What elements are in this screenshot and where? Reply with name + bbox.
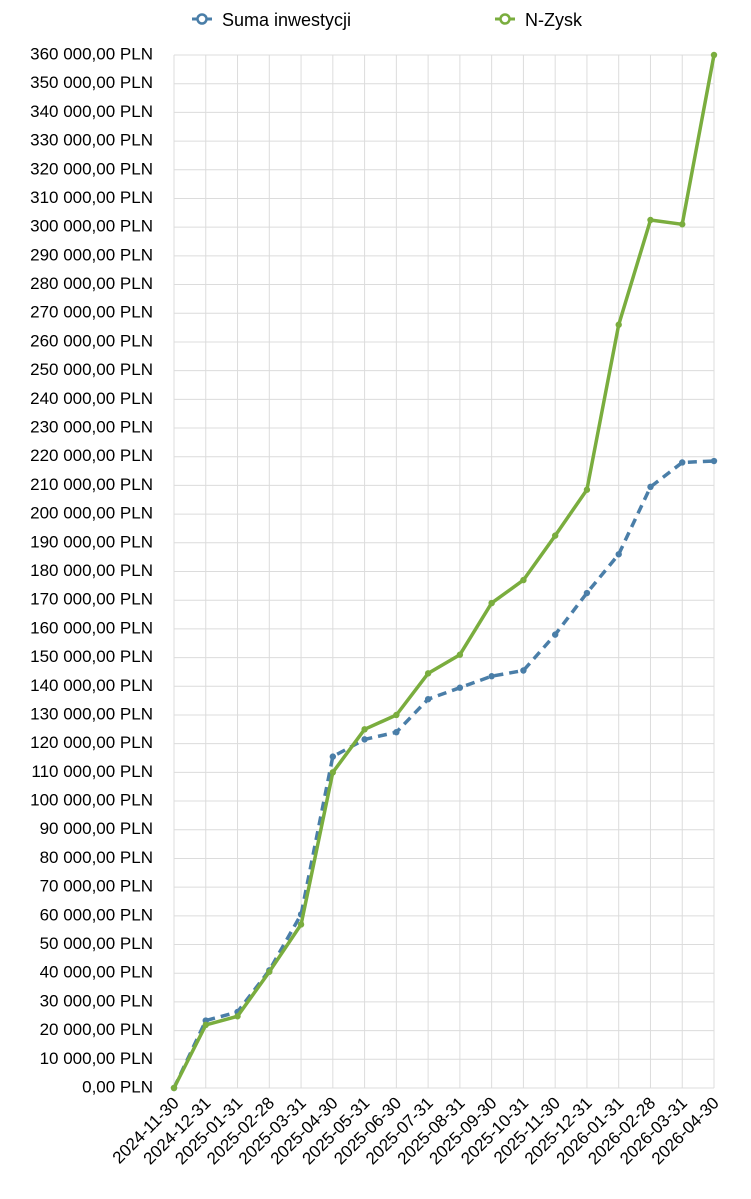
data-point-n-zysk[interactable] [266, 968, 273, 975]
data-point-suma-inwestycji[interactable] [488, 673, 495, 680]
data-point-suma-inwestycji[interactable] [679, 459, 686, 466]
y-tick-label: 150 000,00 PLN [30, 647, 153, 666]
y-tick-label: 320 000,00 PLN [30, 159, 153, 178]
series-lines [170, 51, 718, 1092]
y-tick-label: 230 000,00 PLN [30, 418, 153, 437]
data-point-suma-inwestycji[interactable] [329, 753, 337, 760]
y-tick-label: 280 000,00 PLN [30, 274, 153, 293]
grid [173, 54, 715, 1089]
y-tick-label: 220 000,00 PLN [30, 446, 153, 465]
y-tick-label: 350 000,00 PLN [30, 73, 153, 92]
y-tick-label: 10 000,00 PLN [40, 1049, 153, 1068]
data-point-suma-inwestycji[interactable] [424, 695, 432, 703]
y-tick-label: 20 000,00 PLN [40, 1020, 153, 1039]
y-tick-label: 250 000,00 PLN [30, 360, 153, 379]
data-point-suma-inwestycji[interactable] [456, 684, 464, 691]
y-tick-label: 330 000,00 PLN [30, 131, 153, 150]
y-tick-label: 40 000,00 PLN [40, 963, 153, 982]
data-point-suma-inwestycji[interactable] [710, 457, 718, 465]
y-tick-label: 50 000,00 PLN [40, 934, 153, 953]
y-tick-label: 200 000,00 PLN [30, 504, 153, 523]
y-tick-label: 100 000,00 PLN [30, 791, 153, 810]
y-tick-label: 110 000,00 PLN [31, 762, 153, 781]
data-point-n-zysk[interactable] [329, 769, 337, 776]
data-point-n-zysk[interactable] [551, 532, 559, 539]
x-axis-ticks: 2024-11-302024-12-312025-01-312025-02-28… [109, 1093, 723, 1168]
data-point-n-zysk[interactable] [679, 221, 686, 228]
y-tick-label: 310 000,00 PLN [30, 188, 153, 207]
y-tick-label: 140 000,00 PLN [30, 676, 153, 695]
legend-marker-n-zysk [499, 13, 511, 25]
data-point-n-zysk[interactable] [456, 651, 464, 658]
legend-marker-suma-inwestycji [196, 13, 208, 25]
data-point-n-zysk[interactable] [424, 670, 432, 677]
data-point-n-zysk[interactable] [710, 51, 718, 59]
y-tick-label: 260 000,00 PLN [30, 331, 153, 350]
data-point-n-zysk[interactable] [615, 321, 622, 328]
legend-item-n-zysk[interactable]: N-Zysk [495, 10, 583, 30]
data-point-n-zysk[interactable] [488, 599, 495, 607]
y-tick-label: 0,00 PLN [82, 1077, 153, 1096]
y-tick-label: 300 000,00 PLN [30, 217, 153, 236]
data-point-n-zysk[interactable] [647, 216, 654, 224]
y-tick-label: 240 000,00 PLN [30, 389, 153, 408]
data-point-n-zysk[interactable] [583, 486, 591, 493]
y-tick-label: 360 000,00 PLN [30, 44, 153, 63]
legend-item-suma-inwestycji[interactable]: Suma inwestycji [192, 10, 351, 30]
y-tick-label: 170 000,00 PLN [30, 590, 153, 609]
data-point-suma-inwestycji[interactable] [551, 631, 559, 638]
data-point-suma-inwestycji[interactable] [520, 667, 527, 674]
data-point-n-zysk[interactable] [202, 1021, 209, 1029]
data-point-n-zysk[interactable] [234, 1013, 241, 1020]
legend-label-suma-inwestycji: Suma inwestycji [222, 10, 351, 30]
y-tick-label: 70 000,00 PLN [40, 877, 153, 896]
data-point-n-zysk[interactable] [520, 576, 527, 584]
data-point-suma-inwestycji[interactable] [615, 551, 622, 558]
y-tick-label: 270 000,00 PLN [30, 303, 153, 322]
y-tick-label: 130 000,00 PLN [30, 704, 153, 723]
y-tick-label: 60 000,00 PLN [40, 905, 153, 924]
y-tick-label: 80 000,00 PLN [40, 848, 153, 867]
y-tick-label: 90 000,00 PLN [40, 819, 153, 838]
y-tick-label: 340 000,00 PLN [30, 102, 153, 121]
legend-label-n-zysk: N-Zysk [525, 10, 583, 30]
legend: Suma inwestycji N-Zysk [192, 10, 583, 30]
y-axis-ticks: 0,00 PLN 10 000,00 PLN 20 000,00 PLN 30 000… [30, 44, 153, 1096]
data-point-n-zysk[interactable] [393, 711, 400, 719]
y-tick-label: 290 000,00 PLN [30, 245, 153, 264]
data-point-n-zysk[interactable] [361, 726, 368, 733]
data-point-suma-inwestycji[interactable] [583, 589, 591, 597]
y-tick-label: 190 000,00 PLN [30, 532, 153, 551]
y-tick-label: 120 000,00 PLN [30, 733, 153, 752]
y-tick-label: 210 000,00 PLN [30, 475, 153, 494]
y-tick-label: 180 000,00 PLN [30, 561, 153, 580]
y-tick-label: 30 000,00 PLN [40, 991, 153, 1010]
series-line-n-zysk [172, 54, 716, 1089]
data-point-n-zysk[interactable] [170, 1084, 178, 1092]
data-point-suma-inwestycji[interactable] [647, 483, 654, 491]
y-tick-label: 160 000,00 PLN [30, 618, 153, 637]
data-point-n-zysk[interactable] [297, 921, 305, 928]
data-point-suma-inwestycji[interactable] [393, 728, 400, 736]
data-point-suma-inwestycji[interactable] [361, 736, 368, 743]
